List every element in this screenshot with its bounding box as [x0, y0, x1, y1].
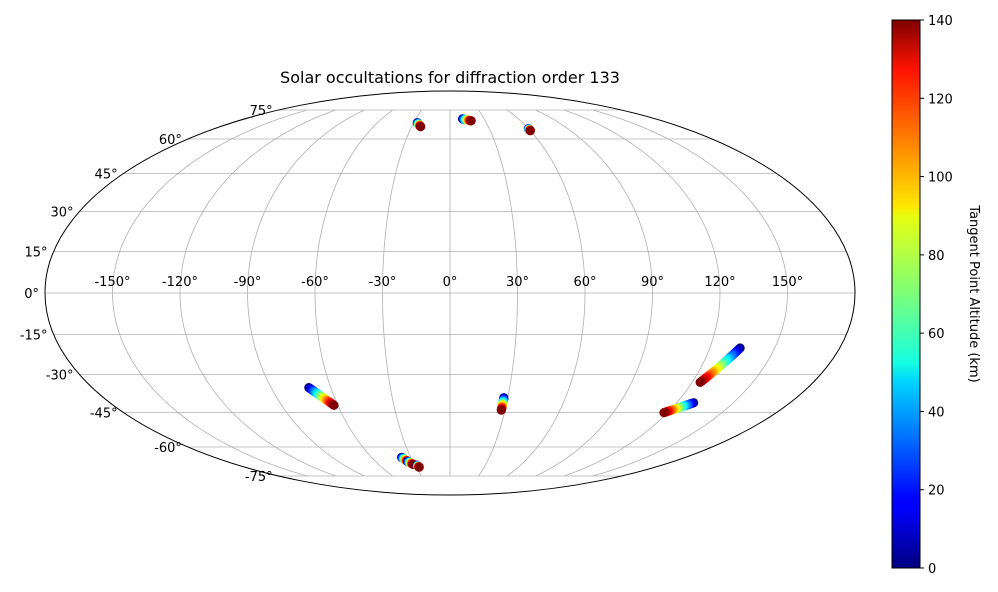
chart-title: Solar occultations for diffraction order… — [280, 68, 620, 87]
longitude-tick-label: -150° — [94, 275, 130, 290]
longitude-tick-label: 0° — [443, 275, 458, 290]
meridian-line — [247, 109, 365, 477]
data-point — [496, 405, 506, 415]
longitude-tick-label: -30° — [369, 275, 397, 290]
latitude-tick-label: 15° — [25, 246, 48, 261]
meridian-line — [535, 109, 653, 477]
data-point — [695, 377, 705, 388]
map-boundary — [44, 90, 856, 496]
meridian-line — [592, 109, 788, 477]
colorbar-tick-labels: 0 20 40 60 80 100 120 140 — [920, 14, 953, 577]
meridian-line — [112, 109, 308, 477]
latitude-tick-labels: -75° -60° -45° -30° -15° 0° 15° 30° 45° 60° 75° — [20, 104, 273, 485]
latitude-tick-label: 0° — [24, 287, 39, 302]
data-point — [414, 462, 424, 472]
longitude-tick-labels: -150° -120° -90° -60° -30° 0° 30° 60° 90° 120° 150… — [94, 275, 803, 290]
latitude-tick-label: 45° — [95, 167, 118, 182]
meridian-line — [478, 109, 518, 477]
data-points — [304, 114, 745, 472]
colorbar-tick-label: 140 — [928, 14, 953, 29]
latitude-tick-label: 60° — [159, 133, 182, 148]
colorbar-tick-label: 0 — [928, 562, 936, 577]
longitude-tick-label: -90° — [234, 275, 262, 290]
latitude-tick-label: -60° — [154, 441, 182, 456]
latitude-tick-label: -75° — [245, 470, 273, 485]
meridian-line — [382, 109, 422, 477]
longitude-tick-label: -120° — [162, 275, 198, 290]
longitude-tick-label: 150° — [772, 275, 803, 290]
meridian-line — [314, 109, 394, 477]
data-point — [329, 400, 339, 410]
colorbar-tick-label: 100 — [928, 171, 953, 186]
longitude-tick-label: -60° — [301, 275, 329, 290]
longitude-tick-label: 120° — [704, 275, 735, 290]
data-point — [466, 116, 476, 126]
colorbar-tick-label: 120 — [928, 92, 953, 107]
colorbar: 0 20 40 60 80 100 120 140 Tangent Point Altitud… — [891, 14, 981, 577]
data-point — [416, 122, 426, 132]
colorbar-tick-label: 40 — [928, 405, 945, 420]
longitude-tick-label: 60° — [573, 275, 596, 290]
longitude-tick-label: 90° — [641, 275, 664, 290]
latitude-tick-label: 75° — [250, 104, 273, 119]
latitude-tick-label: -45° — [90, 407, 118, 422]
colorbar-label: Tangent Point Altitude (km) — [966, 204, 981, 382]
longitude-tick-label: 30° — [506, 275, 529, 290]
latitude-tick-label: -15° — [20, 328, 48, 343]
data-point — [659, 407, 669, 418]
latitude-tick-label: -30° — [46, 369, 74, 384]
colorbar-tick-label: 60 — [928, 327, 945, 342]
meridian-line — [179, 109, 336, 477]
graticule-grid — [45, 109, 855, 477]
colorbar-tick-label: 80 — [928, 249, 945, 264]
latitude-tick-label: 30° — [50, 205, 73, 220]
meridian-line — [564, 109, 721, 477]
data-point — [525, 126, 535, 136]
colorbar-tick-label: 20 — [928, 484, 945, 499]
meridian-line — [506, 109, 586, 477]
colorbar-gradient — [891, 19, 921, 569]
